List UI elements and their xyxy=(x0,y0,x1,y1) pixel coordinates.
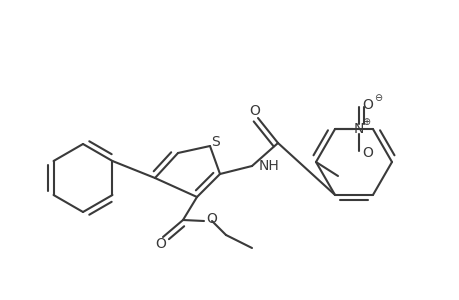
Text: O: O xyxy=(155,237,166,251)
Text: NH: NH xyxy=(258,159,279,173)
Text: N: N xyxy=(353,122,364,136)
Text: O: O xyxy=(206,212,217,226)
Text: ⊕: ⊕ xyxy=(361,117,369,127)
Text: O: O xyxy=(362,98,373,112)
Text: O: O xyxy=(362,146,373,160)
Text: S: S xyxy=(211,135,220,149)
Text: ⊖: ⊖ xyxy=(373,93,381,103)
Text: O: O xyxy=(249,104,260,118)
